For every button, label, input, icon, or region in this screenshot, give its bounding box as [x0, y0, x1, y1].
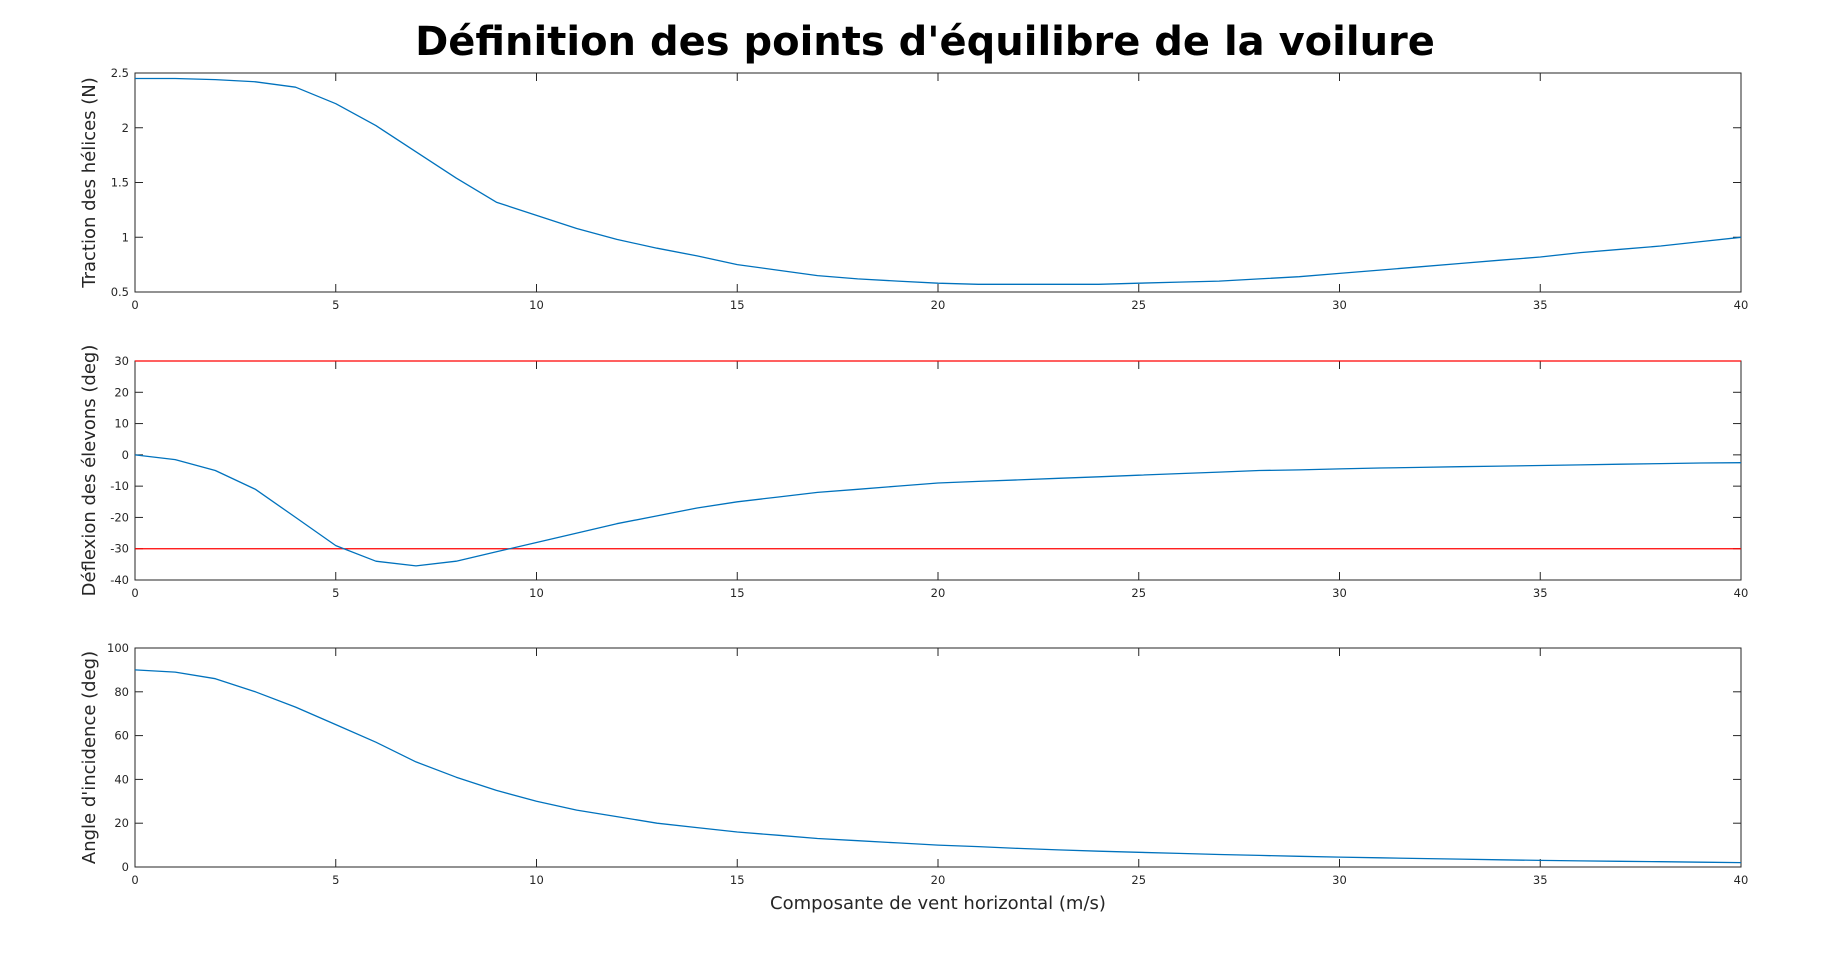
plot-marks: 0 5 10 15 20 25 30 35 40 -40 -30 -20 -10 0 10 20 30 [110, 354, 1748, 600]
y-tick-label: 20 [114, 816, 129, 830]
x-tick-label: 35 [1533, 873, 1548, 887]
y-tick-label: -30 [110, 542, 129, 556]
subplot-deflexion: 0 5 10 15 20 25 30 35 40 -40 -30 -20 -10 0 10 20 30 Défl… [79, 345, 1748, 600]
x-tick-label: 40 [1734, 586, 1749, 600]
y-tick-label: 0 [122, 860, 129, 874]
x-tick-label: 15 [730, 586, 745, 600]
x-tick-label: 40 [1734, 298, 1749, 312]
y-tick-label: 1.5 [111, 176, 129, 190]
y-tick-label: 100 [107, 641, 129, 655]
subplot-incidence: 0 5 10 15 20 25 30 35 40 0 20 40 60 80 100 Angle d'inc… [79, 641, 1748, 914]
y-tick-label: 1 [122, 230, 129, 244]
x-tick-label: 30 [1332, 873, 1347, 887]
x-tick-label: 5 [332, 873, 339, 887]
series-line [134, 454, 1742, 567]
y-axis-label: Angle d'incidence (deg) [79, 651, 100, 864]
x-tick-label: 25 [1131, 586, 1146, 600]
x-tick-label: 5 [332, 586, 339, 600]
x-tick-label: 40 [1734, 873, 1749, 887]
y-tick-label: 2.5 [111, 66, 129, 80]
x-tick-label: 15 [730, 298, 745, 312]
y-axis-label: Déflexion des élevons (deg) [79, 345, 100, 597]
x-tick-label: 30 [1332, 586, 1347, 600]
x-tick-label: 0 [131, 873, 138, 887]
x-tick-label: 5 [332, 298, 339, 312]
plot-marks: 0 5 10 15 20 25 30 35 40 0.5 1 1.5 2 2.5 [111, 66, 1749, 312]
x-tick-label: 0 [131, 298, 138, 312]
y-tick-label: 30 [114, 354, 129, 368]
x-tick-label: 30 [1332, 298, 1347, 312]
x-tick-label: 25 [1131, 298, 1146, 312]
y-tick-label: -20 [110, 510, 129, 524]
series-line [135, 77, 1742, 285]
x-tick-label: 25 [1131, 873, 1146, 887]
y-tick-label: 40 [114, 772, 129, 786]
y-tick-label: 80 [114, 685, 129, 699]
x-tick-label: 35 [1533, 298, 1548, 312]
x-tick-label: 15 [730, 873, 745, 887]
y-tick-label: 0.5 [111, 285, 129, 299]
x-tick-label: 10 [529, 873, 544, 887]
x-tick-label: 35 [1533, 586, 1548, 600]
y-tick-label: 10 [114, 417, 129, 431]
subplot-traction: 0 5 10 15 20 25 30 35 40 0.5 1 1.5 2 2.5 Traction des… [79, 66, 1748, 312]
y-tick-label: 0 [122, 448, 129, 462]
x-tick-label: 20 [931, 873, 946, 887]
x-axis-label: Composante de vent horizontal (m/s) [770, 893, 1106, 914]
plot-marks: 0 5 10 15 20 25 30 35 40 0 20 40 60 80 100 [107, 641, 1748, 887]
y-tick-label: 60 [114, 729, 129, 743]
x-tick-label: 10 [529, 298, 544, 312]
figure-title: Définition des points d'équilibre de la … [415, 19, 1435, 65]
x-tick-label: 20 [931, 586, 946, 600]
y-tick-label: 20 [114, 385, 129, 399]
series-line [134, 669, 1742, 864]
x-tick-label: 0 [131, 586, 138, 600]
y-tick-label: -10 [110, 479, 129, 493]
y-tick-label: -40 [110, 573, 129, 587]
y-axis-label: Traction des hélices (N) [79, 77, 100, 289]
x-tick-label: 10 [529, 586, 544, 600]
y-tick-label: 2 [122, 121, 129, 135]
x-tick-label: 20 [931, 298, 946, 312]
